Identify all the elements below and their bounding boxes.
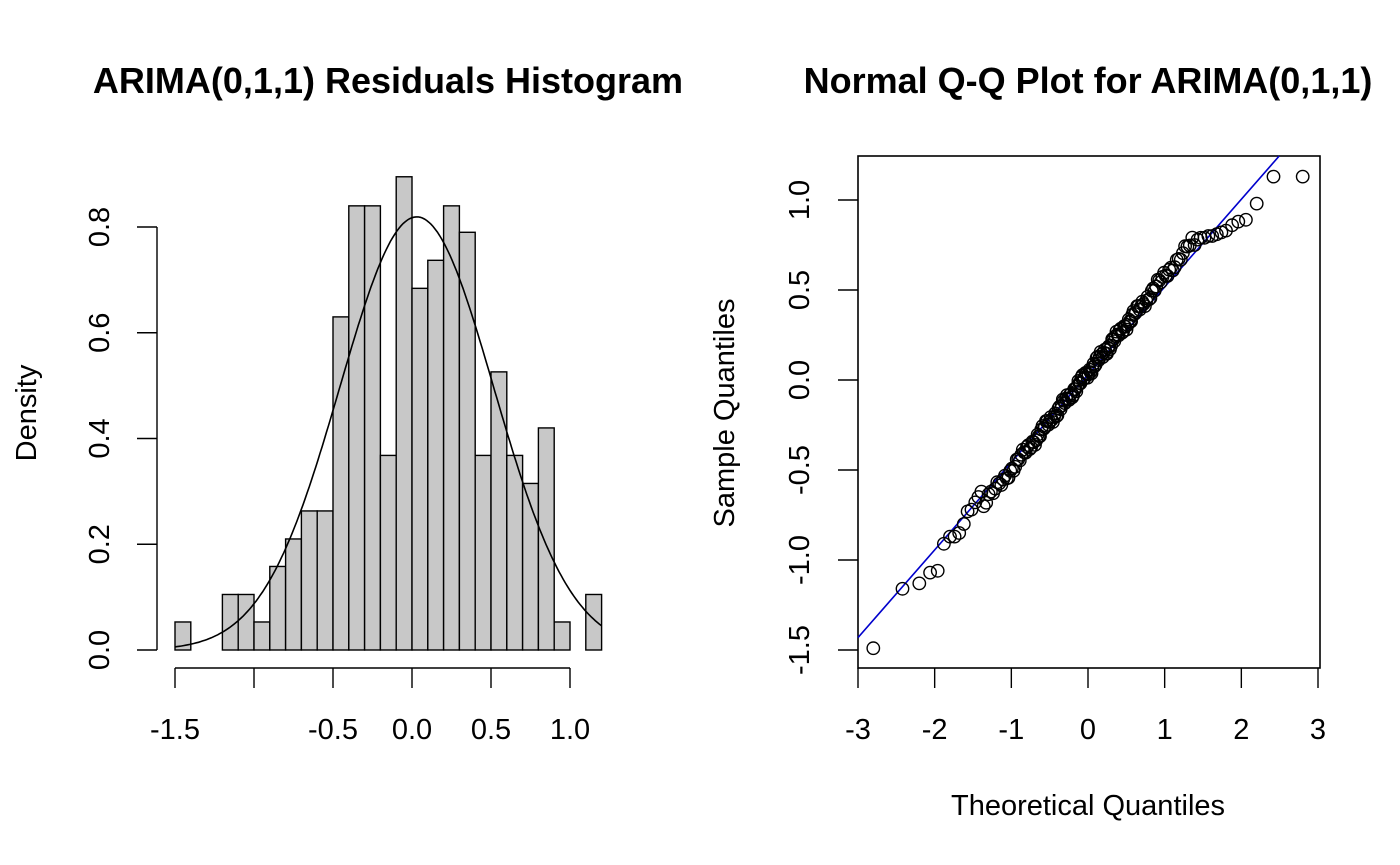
histogram-bar [537, 427, 555, 651]
histogram-bar [474, 454, 492, 651]
qq-x-tick-label: 3 [1310, 714, 1326, 746]
histogram-bar [269, 565, 287, 651]
qq-point [998, 468, 1012, 483]
qq-x-tick-label: -1 [998, 714, 1024, 746]
qq-point [1201, 229, 1216, 243]
qq-x-tick-label: 0 [1080, 714, 1096, 746]
qq-x-tick-label: -3 [845, 714, 871, 746]
qq-point [1231, 214, 1246, 229]
qq-point [1295, 169, 1310, 184]
qq-point [984, 484, 998, 499]
histogram-title: ARIMA(0,1,1) Residuals Histogram [93, 60, 683, 101]
qq-x-tick-label: -2 [922, 714, 948, 746]
qq-point [1003, 463, 1018, 478]
qq-point [1049, 409, 1064, 424]
histogram-y-axis-label: Density [11, 364, 43, 461]
histogram-axes: -1.5 -0.5 0.0 0.5 1.0 0.0 0.2 0.4 0.6 0.8 [84, 207, 590, 746]
qq-point [930, 563, 945, 578]
qq-point [1249, 196, 1264, 211]
qq-point [912, 576, 927, 591]
histogram-bar [316, 510, 334, 651]
qq-y-tick-label: 0.5 [784, 270, 816, 310]
histogram-y-tick-label: 0.4 [84, 418, 116, 458]
histogram-x-tick-label: -1.5 [150, 714, 200, 746]
histogram-panel: ARIMA(0,1,1) Residuals Histogram Density… [11, 60, 683, 746]
qq-point [923, 565, 937, 580]
histogram-bar [585, 593, 603, 651]
qq-x-tick-label: 2 [1233, 714, 1249, 746]
qq-point [1143, 291, 1158, 305]
histogram-bar [284, 538, 303, 651]
qq-y-tick-label: -1.0 [784, 535, 816, 585]
qq-point [1062, 392, 1077, 407]
qq-y-tick-label: -0.5 [784, 445, 816, 495]
histogram-x-tick-label: -0.5 [308, 714, 358, 746]
density-curve [174, 216, 603, 648]
qq-panel: Normal Q-Q Plot for ARIMA(0,1,1) Theoret… [709, 60, 1372, 822]
qq-point [1266, 169, 1281, 184]
qq-points [866, 169, 1310, 656]
qq-point [943, 529, 957, 544]
histogram-bars [174, 176, 603, 651]
qq-point [866, 641, 881, 656]
histogram-y-tick-label: 0.0 [84, 630, 116, 670]
qq-y-tick-label: 0.0 [784, 360, 816, 400]
qq-point [1001, 470, 1016, 485]
histogram-bar [506, 454, 524, 651]
qq-point [1173, 252, 1188, 267]
qq-y-tick-label: 1.0 [784, 180, 816, 220]
qq-point [895, 581, 910, 596]
histogram-y-tick-label: 0.2 [84, 524, 116, 564]
histogram-bar [553, 621, 571, 651]
histogram-bar [395, 176, 413, 651]
histogram-bar [521, 482, 540, 651]
histogram-bar [237, 593, 255, 651]
histogram-y-tick-label: 0.6 [84, 313, 116, 353]
histogram-bar [363, 205, 382, 651]
qq-x-tick-label: 1 [1157, 714, 1173, 746]
qq-point [956, 517, 971, 531]
qq-y-axis-label: Sample Quantiles [709, 299, 741, 528]
qq-title: Normal Q-Q Plot for ARIMA(0,1,1) [804, 60, 1373, 101]
qq-point [964, 502, 979, 517]
histogram-bar [490, 371, 508, 651]
qq-point [1239, 212, 1253, 227]
qq-point [976, 499, 991, 514]
histogram-bar [379, 454, 397, 651]
histogram-x-tick-label: 0.5 [471, 714, 511, 746]
histogram-bar [348, 205, 366, 651]
histogram-bar [300, 510, 318, 651]
qq-point [1084, 366, 1099, 381]
histogram-bar [427, 259, 445, 651]
histogram-y-tick-label: 0.8 [84, 207, 116, 247]
histogram-x-tick-label: 0.0 [392, 714, 432, 746]
qq-point [947, 529, 962, 544]
histogram-bar [253, 621, 271, 651]
qq-point [952, 526, 967, 540]
histogram-bar [174, 621, 192, 651]
qq-plot-box [857, 155, 1321, 669]
histogram-bar [458, 231, 476, 651]
qq-axes: -3 -2 -1 0 1 2 3 -1.5 -1.0 -0.5 0.0 0.5 1.0 [784, 180, 1326, 746]
qq-x-axis-label: Theoretical Quantiles [951, 790, 1225, 822]
histogram-bar [411, 287, 429, 651]
qq-point [1069, 384, 1084, 399]
histogram-x-tick-label: 1.0 [550, 714, 590, 746]
qq-y-tick-label: -1.5 [784, 625, 816, 675]
qq-point [1066, 388, 1081, 403]
